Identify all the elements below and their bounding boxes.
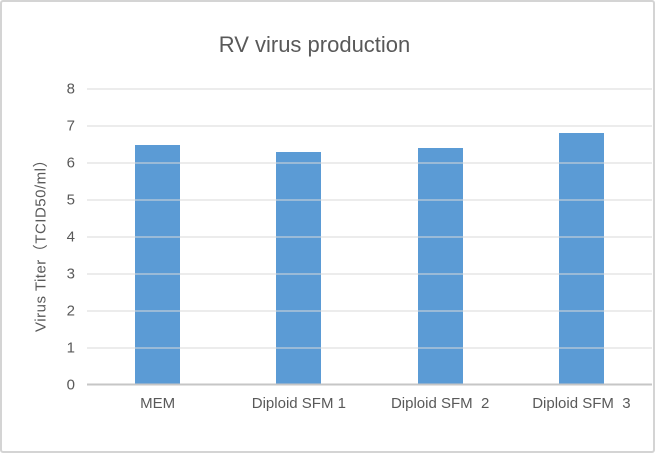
y-tick-label: 6 (66, 154, 75, 172)
y-tick-label: 7 (66, 117, 75, 135)
gridline (87, 162, 652, 164)
chart-title: RV virus production (218, 32, 411, 57)
bar-diploid-sfm-3 (558, 133, 604, 385)
x-tick-label: Diploid SFM 1 (251, 395, 346, 412)
x-axis-labels: MEM Diploid SFM 1 Diploid SFM 2 Diploid SFM… (87, 395, 652, 412)
gridline (87, 236, 652, 238)
y-tick-label: 3 (66, 265, 75, 283)
bar-cell (370, 89, 511, 385)
y-axis-title: Virus Titer（TCID50/ml） (32, 152, 50, 332)
gridline (87, 347, 652, 349)
gridline (87, 88, 652, 90)
gridline (87, 125, 652, 127)
bar-cell (511, 89, 652, 385)
bar-cell (228, 89, 369, 385)
y-tick-label: 0 (66, 376, 75, 394)
x-axis-line (87, 383, 652, 386)
y-tick-label: 8 (66, 80, 75, 98)
gridline (87, 273, 652, 275)
x-tick-label: MEM (140, 395, 176, 412)
bars-row (87, 89, 652, 385)
y-tick-label: 5 (66, 191, 75, 209)
bar-mem (135, 144, 181, 385)
bar-diploid-sfm-2 (417, 148, 463, 385)
y-tick-label: 2 (66, 302, 75, 320)
y-tick-label: 1 (66, 339, 75, 357)
bar-cell (87, 89, 228, 385)
x-tick-label: Diploid SFM 2 (390, 395, 490, 412)
bar-diploid-sfm-1 (276, 151, 322, 385)
gridline (87, 199, 652, 201)
y-tick-label: 4 (66, 228, 75, 246)
gridline (87, 310, 652, 312)
x-tick-label: Diploid SFM 3 (532, 395, 631, 412)
plot-area: 0 1 2 3 4 5 6 7 8 (67, 82, 652, 393)
